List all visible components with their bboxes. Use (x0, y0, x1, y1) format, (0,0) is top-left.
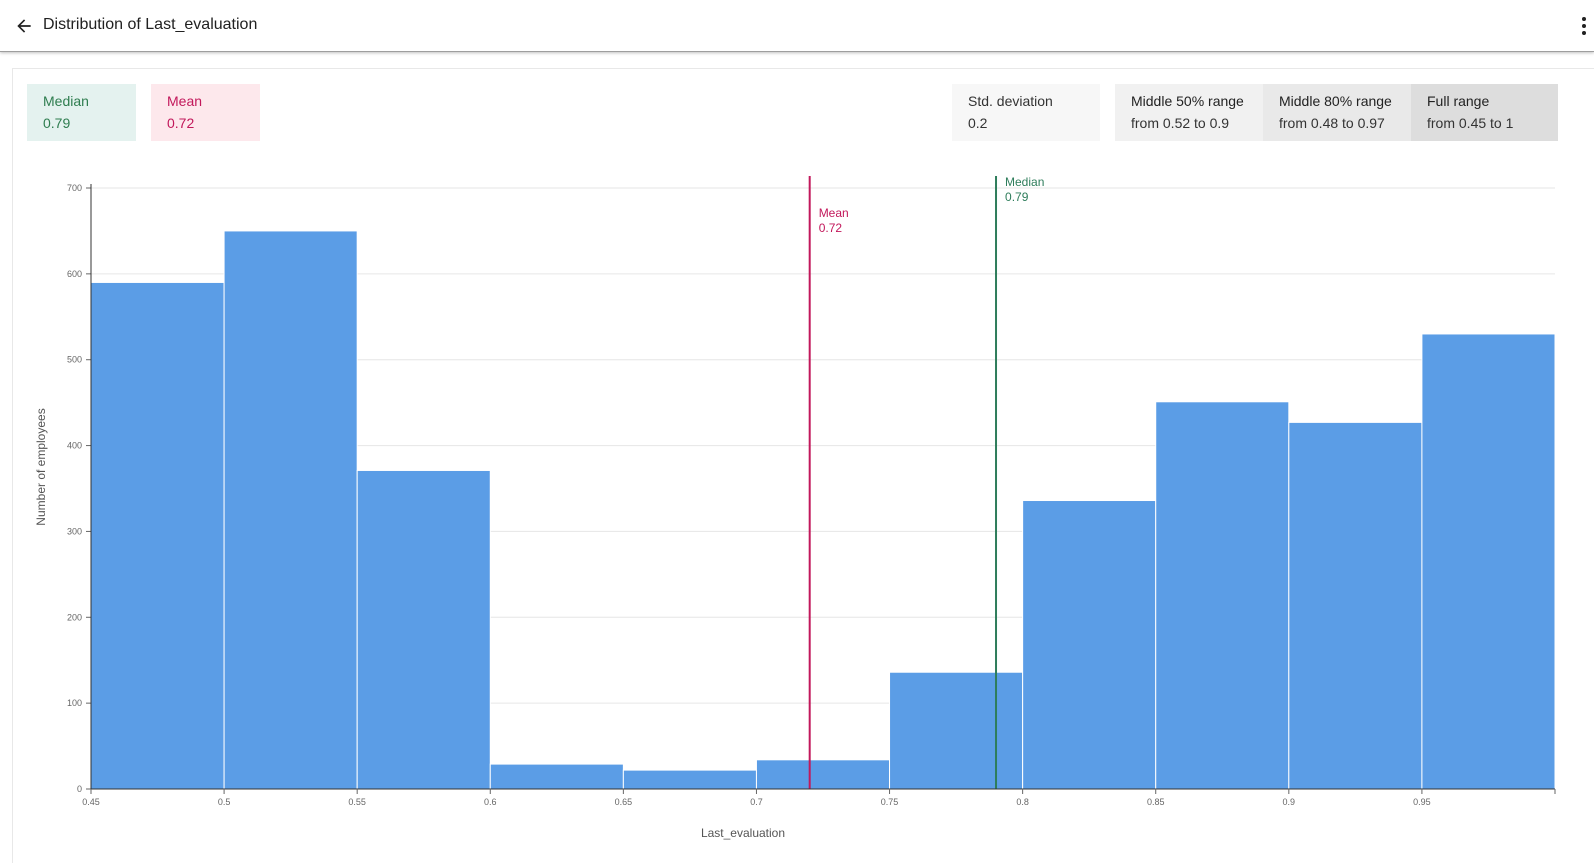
histogram-bar (1155, 401, 1290, 790)
full-range-label: Full range (1427, 93, 1490, 109)
y-axis-label: Number of employees (34, 408, 48, 525)
x-tick-label: 0.5 (218, 797, 231, 807)
median-line-value: 0.79 (1005, 190, 1029, 204)
back-button[interactable] (10, 12, 38, 40)
x-tick-label: 0.65 (615, 797, 633, 807)
middle-80-range-value: from 0.48 to 0.97 (1279, 115, 1385, 131)
x-tick-label: 0.6 (484, 797, 497, 807)
middle-80-range-label: Middle 80% range (1279, 93, 1392, 109)
full-range-value: from 0.45 to 1 (1427, 115, 1514, 131)
mean-stat: Mean 0.72 (151, 84, 260, 141)
histogram-bar (755, 759, 891, 790)
y-tick-label: 700 (67, 183, 82, 193)
more-options-button[interactable] (1574, 12, 1594, 40)
x-tick-label: 0.8 (1016, 797, 1029, 807)
page-title: Distribution of Last_evaluation (43, 16, 258, 33)
top-bar: Distribution of Last_evaluation (0, 0, 1594, 52)
histogram-bar (889, 671, 1024, 790)
y-tick-label: 600 (67, 269, 82, 279)
mean-line-label: Mean (819, 206, 849, 220)
y-tick-label: 200 (67, 612, 82, 622)
arrow-left-icon (17, 19, 31, 33)
histogram-bar (1421, 333, 1556, 790)
histogram-bar (90, 281, 225, 790)
mean-line-value: 0.72 (819, 221, 843, 235)
std-deviation-label: Std. deviation (968, 93, 1053, 109)
y-tick-label: 400 (67, 441, 82, 451)
x-tick-label: 0.55 (348, 797, 366, 807)
std-deviation-value: 0.2 (968, 115, 988, 131)
middle-50-range-label: Middle 50% range (1131, 93, 1244, 109)
x-tick-label: 0.75 (881, 797, 899, 807)
histogram-bar (223, 230, 358, 790)
middle-50-range-value: from 0.52 to 0.9 (1131, 115, 1230, 131)
middle-50-range-stat: Middle 50% range from 0.52 to 0.9 (1115, 84, 1263, 141)
y-tick-label: 500 (67, 355, 82, 365)
y-tick-label: 0 (77, 784, 82, 794)
y-tick-label: 300 (67, 526, 82, 536)
x-tick-label: 0.95 (1413, 797, 1431, 807)
x-tick-label: 0.7 (750, 797, 763, 807)
histogram-bar (356, 469, 491, 790)
y-tick-label: 100 (67, 698, 82, 708)
median-stat: Median 0.79 (27, 84, 136, 141)
median-stat-value: 0.79 (43, 115, 71, 131)
histogram-bar (622, 769, 757, 790)
histogram-bar (1288, 421, 1423, 790)
mean-stat-label: Mean (167, 93, 203, 109)
histogram-bars (90, 230, 1556, 790)
mean-stat-value: 0.72 (167, 115, 195, 131)
middle-80-range-stat: Middle 80% range from 0.48 to 0.97 (1263, 84, 1411, 141)
x-tick-label: 0.9 (1283, 797, 1296, 807)
median-line-label: Median (1005, 175, 1044, 189)
x-axis-label: Last_evaluation (701, 826, 785, 840)
axes: 0 100 200 300 400 500 600 700 0.45 0.5 0.55 0.6 0.65… (67, 183, 1556, 807)
x-tick-label: 0.45 (82, 797, 100, 807)
histogram-bar (489, 763, 624, 790)
std-deviation-stat: Std. deviation 0.2 (952, 84, 1100, 141)
median-stat-label: Median (43, 93, 89, 109)
more-vertical-icon (1582, 17, 1586, 35)
full-range-stat: Full range from 0.45 to 1 (1411, 84, 1558, 141)
x-tick-label: 0.85 (1147, 797, 1165, 807)
histogram-bar (1022, 500, 1157, 790)
